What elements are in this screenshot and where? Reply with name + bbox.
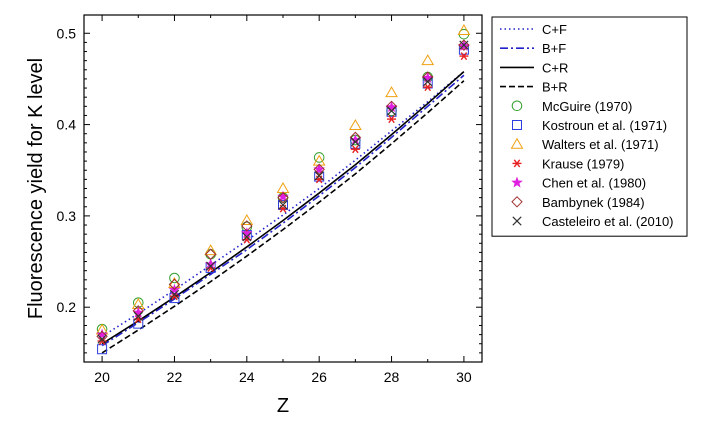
legend-label: McGuire (1970) bbox=[542, 99, 632, 114]
marker-krause-1979 bbox=[459, 52, 469, 61]
marker-chen-et-al-1980 bbox=[96, 328, 108, 340]
legend-marker bbox=[511, 176, 523, 188]
marker-bambynek-1984 bbox=[313, 163, 325, 176]
legend-marker bbox=[510, 137, 524, 149]
data-markers bbox=[95, 24, 471, 355]
line-c-r bbox=[101, 71, 465, 345]
line-c-f bbox=[101, 71, 465, 338]
y-tick-label: 0.4 bbox=[57, 117, 77, 133]
x-tick-label: 20 bbox=[94, 369, 110, 385]
legend-label: Casteleiro et al. (2010) bbox=[542, 214, 674, 229]
legend-marker bbox=[511, 196, 523, 208]
marker-casteleiro-et-al-2010 bbox=[386, 106, 397, 116]
legend-label: Chen et al. (1980) bbox=[542, 176, 646, 191]
legend-label: Bambynek (1984) bbox=[542, 195, 645, 210]
legend-label: C+R bbox=[542, 60, 568, 75]
marker-bambynek-1984 bbox=[168, 278, 181, 291]
legend-label: B+R bbox=[542, 80, 568, 95]
x-tick-label: 30 bbox=[456, 369, 472, 385]
marker-casteleiro-et-al-2010 bbox=[423, 77, 433, 87]
legend-marker bbox=[512, 159, 522, 168]
marker-casteleiro-et-al-2010 bbox=[459, 40, 469, 50]
line-b-f bbox=[101, 74, 465, 347]
marker-casteleiro-et-al-2010 bbox=[133, 311, 143, 321]
marker-bambynek-1984 bbox=[241, 220, 253, 232]
marker-casteleiro-et-al-2010 bbox=[242, 232, 252, 242]
marker-casteleiro-et-al-2010 bbox=[97, 334, 107, 344]
marker-chen-et-al-1980 bbox=[241, 227, 253, 239]
marker-casteleiro-et-al-2010 bbox=[350, 137, 360, 147]
model-lines bbox=[101, 71, 465, 354]
marker-walters-et-al-1971 bbox=[348, 118, 362, 130]
marker-bambynek-1984 bbox=[96, 330, 108, 343]
legend: C+F B+F C+R B+R McGuire (1970) Kostroun et al… bbox=[491, 16, 688, 237]
plot-frame bbox=[83, 14, 483, 363]
legend-label: Krause (1979) bbox=[542, 156, 624, 171]
legend-box bbox=[491, 16, 688, 237]
marker-casteleiro-et-al-2010 bbox=[169, 289, 180, 300]
marker-mcguire-1970 bbox=[169, 272, 180, 284]
marker-walters-et-al-1971 bbox=[204, 244, 218, 256]
marker-walters-et-al-1971 bbox=[421, 54, 435, 66]
line-b-r bbox=[101, 80, 465, 354]
marker-chen-et-al-1980 bbox=[277, 190, 289, 202]
marker-walters-et-al-1971 bbox=[457, 24, 471, 36]
x-tick-label: 28 bbox=[384, 369, 400, 385]
y-tick-label: 0.5 bbox=[57, 25, 77, 41]
marker-casteleiro-et-al-2010 bbox=[314, 171, 324, 181]
marker-krause-1979 bbox=[387, 115, 397, 124]
marker-kostroun-et-al-1971 bbox=[314, 171, 325, 182]
y-tick-label: 0.3 bbox=[57, 208, 77, 224]
marker-mcguire-1970 bbox=[313, 152, 325, 163]
legend-label: Kostroun et al. (1971) bbox=[542, 118, 667, 133]
marker-casteleiro-et-al-2010 bbox=[206, 261, 216, 271]
marker-krause-1979 bbox=[423, 83, 433, 92]
legend-marker bbox=[512, 216, 522, 226]
marker-walters-et-al-1971 bbox=[385, 86, 398, 98]
marker-bambynek-1984 bbox=[277, 191, 289, 204]
marker-krause-1979 bbox=[169, 292, 179, 301]
marker-casteleiro-et-al-2010 bbox=[278, 200, 288, 210]
x-tick-label: 22 bbox=[167, 369, 183, 385]
marker-bambynek-1984 bbox=[458, 39, 470, 51]
axis-ticks: 20 22 24 26 28 30 0.2 0.3 0.4 0.5 bbox=[57, 15, 482, 385]
marker-krause-1979 bbox=[350, 145, 360, 154]
marker-bambynek-1984 bbox=[204, 248, 217, 260]
x-tick-label: 26 bbox=[311, 369, 327, 385]
x-tick-label: 24 bbox=[239, 369, 255, 385]
marker-chen-et-al-1980 bbox=[132, 306, 145, 318]
legend-label: C+F bbox=[542, 22, 567, 37]
y-tick-label: 0.2 bbox=[57, 299, 77, 315]
legend-marker bbox=[511, 100, 523, 112]
marker-kostroun-et-al-1971 bbox=[97, 344, 108, 355]
legend-label: Walters et al. (1971) bbox=[542, 137, 659, 152]
legend-marker bbox=[512, 120, 522, 130]
legend-label: B+F bbox=[542, 41, 566, 56]
y-axis-title: Fluorescence yield for K level bbox=[25, 58, 47, 319]
marker-walters-et-al-1971 bbox=[240, 213, 254, 225]
x-axis-title: Z bbox=[277, 395, 289, 417]
